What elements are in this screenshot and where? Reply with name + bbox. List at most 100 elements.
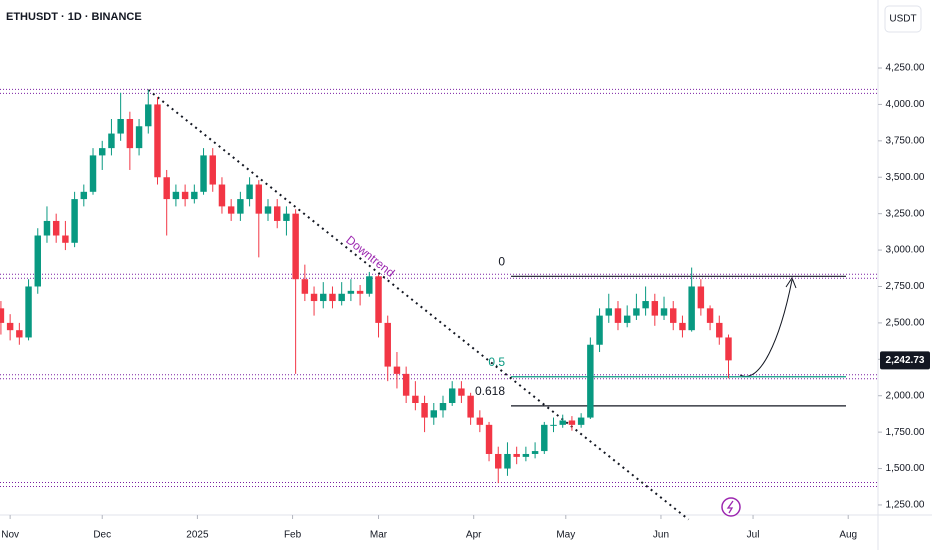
candle-body <box>605 308 612 316</box>
candle-body <box>108 133 115 149</box>
candle-body <box>34 235 41 287</box>
candle-body <box>670 308 677 323</box>
candle-body <box>366 276 373 294</box>
candle-body <box>135 126 143 149</box>
candle-body <box>163 177 170 200</box>
projection-arrow <box>739 279 793 377</box>
lightning <box>726 500 734 514</box>
candle-body <box>172 191 180 200</box>
last-price-label: 2,242.73 <box>886 355 925 366</box>
candle-body <box>273 206 281 221</box>
x-tick-label: 2025 <box>186 530 209 541</box>
candle-body <box>716 322 723 338</box>
candle-body <box>227 206 235 214</box>
candle-body <box>439 402 447 411</box>
candle-body <box>623 315 631 323</box>
candle-body <box>264 206 272 214</box>
candle-body <box>559 420 566 425</box>
y-tick-label: 3,250.00 <box>886 208 925 219</box>
y-tick-label: 1,250.00 <box>886 500 925 511</box>
candle-body <box>338 293 345 302</box>
candle-body <box>679 322 686 331</box>
candle-body <box>200 155 207 192</box>
y-tick-label: 2,500.00 <box>886 318 925 329</box>
candle-body <box>154 104 161 178</box>
fib-label: 0 <box>498 254 505 268</box>
candle-body <box>237 199 244 214</box>
candle-body <box>218 184 226 207</box>
x-tick-label: May <box>556 530 575 541</box>
candle-body <box>16 330 23 338</box>
candle-body <box>651 301 659 316</box>
candle-body <box>375 276 382 323</box>
candle-body <box>725 337 732 361</box>
candle-body <box>191 191 198 200</box>
candle-body <box>633 308 640 316</box>
candle-body <box>550 424 557 426</box>
y-tick-label: 3,000.00 <box>886 245 925 256</box>
y-tick-label: 1,750.00 <box>886 427 925 438</box>
y-tick-label: 4,250.00 <box>886 63 925 74</box>
candle-body <box>99 148 106 156</box>
candle-body <box>6 322 14 331</box>
x-tick-label: Aug <box>839 530 857 541</box>
candle-body <box>587 344 594 418</box>
candle-body <box>421 402 428 418</box>
candle-body <box>356 290 364 294</box>
candle-body <box>255 184 263 214</box>
last-price-box <box>880 351 930 370</box>
y-tick-label: 3,500.00 <box>886 172 925 183</box>
candle-body <box>476 417 484 425</box>
y-tick-label: 4,000.00 <box>886 99 925 110</box>
y-tick-label: 2,750.00 <box>886 281 925 292</box>
candle-body <box>301 279 309 294</box>
candle-body <box>89 155 97 192</box>
candle-body <box>0 308 5 323</box>
x-tick-label: Nov <box>1 530 19 541</box>
candle-body <box>62 235 69 243</box>
candle-body <box>25 286 32 338</box>
y-tick-label: 2,000.00 <box>886 390 925 401</box>
candle-body <box>522 453 530 457</box>
candle-body <box>430 410 438 418</box>
fib-label: 0.618 <box>475 384 505 398</box>
candle-body <box>320 293 327 302</box>
currency-label[interactable]: USDT <box>889 14 916 25</box>
candle-body <box>71 199 78 243</box>
candle-body <box>495 453 502 469</box>
candle-body <box>568 420 576 425</box>
x-tick-label: Dec <box>93 530 111 541</box>
event-icon[interactable] <box>721 497 741 517</box>
x-tick-label: Feb <box>284 530 302 541</box>
candle-body <box>642 301 649 309</box>
candle-body <box>80 191 88 200</box>
candle-body <box>283 213 290 221</box>
candle-body <box>697 286 705 309</box>
x-tick-label: Jul <box>747 530 760 541</box>
x-tick-label: Mar <box>370 530 388 541</box>
candle-body <box>706 308 714 323</box>
candle-body <box>504 453 511 469</box>
candle-body <box>688 286 695 331</box>
candle-body <box>485 424 493 454</box>
candle-body <box>384 322 391 367</box>
candle-body <box>310 293 318 302</box>
candle-body <box>596 315 603 345</box>
candle-body <box>181 191 189 200</box>
candle-body <box>412 395 419 403</box>
candle-body <box>292 213 299 280</box>
candle-body <box>347 290 355 294</box>
y-tick-label: 3,750.00 <box>886 135 925 146</box>
candle-body <box>458 388 465 396</box>
candle-body <box>577 417 585 425</box>
currency-button[interactable] <box>884 5 922 33</box>
fib-label: 0.5 <box>488 355 505 369</box>
candle-body <box>117 118 124 134</box>
candle-body <box>531 451 539 454</box>
x-tick-label: Apr <box>466 530 482 541</box>
candle-body <box>246 184 253 200</box>
candle-body <box>393 366 401 374</box>
trendline <box>147 89 690 521</box>
